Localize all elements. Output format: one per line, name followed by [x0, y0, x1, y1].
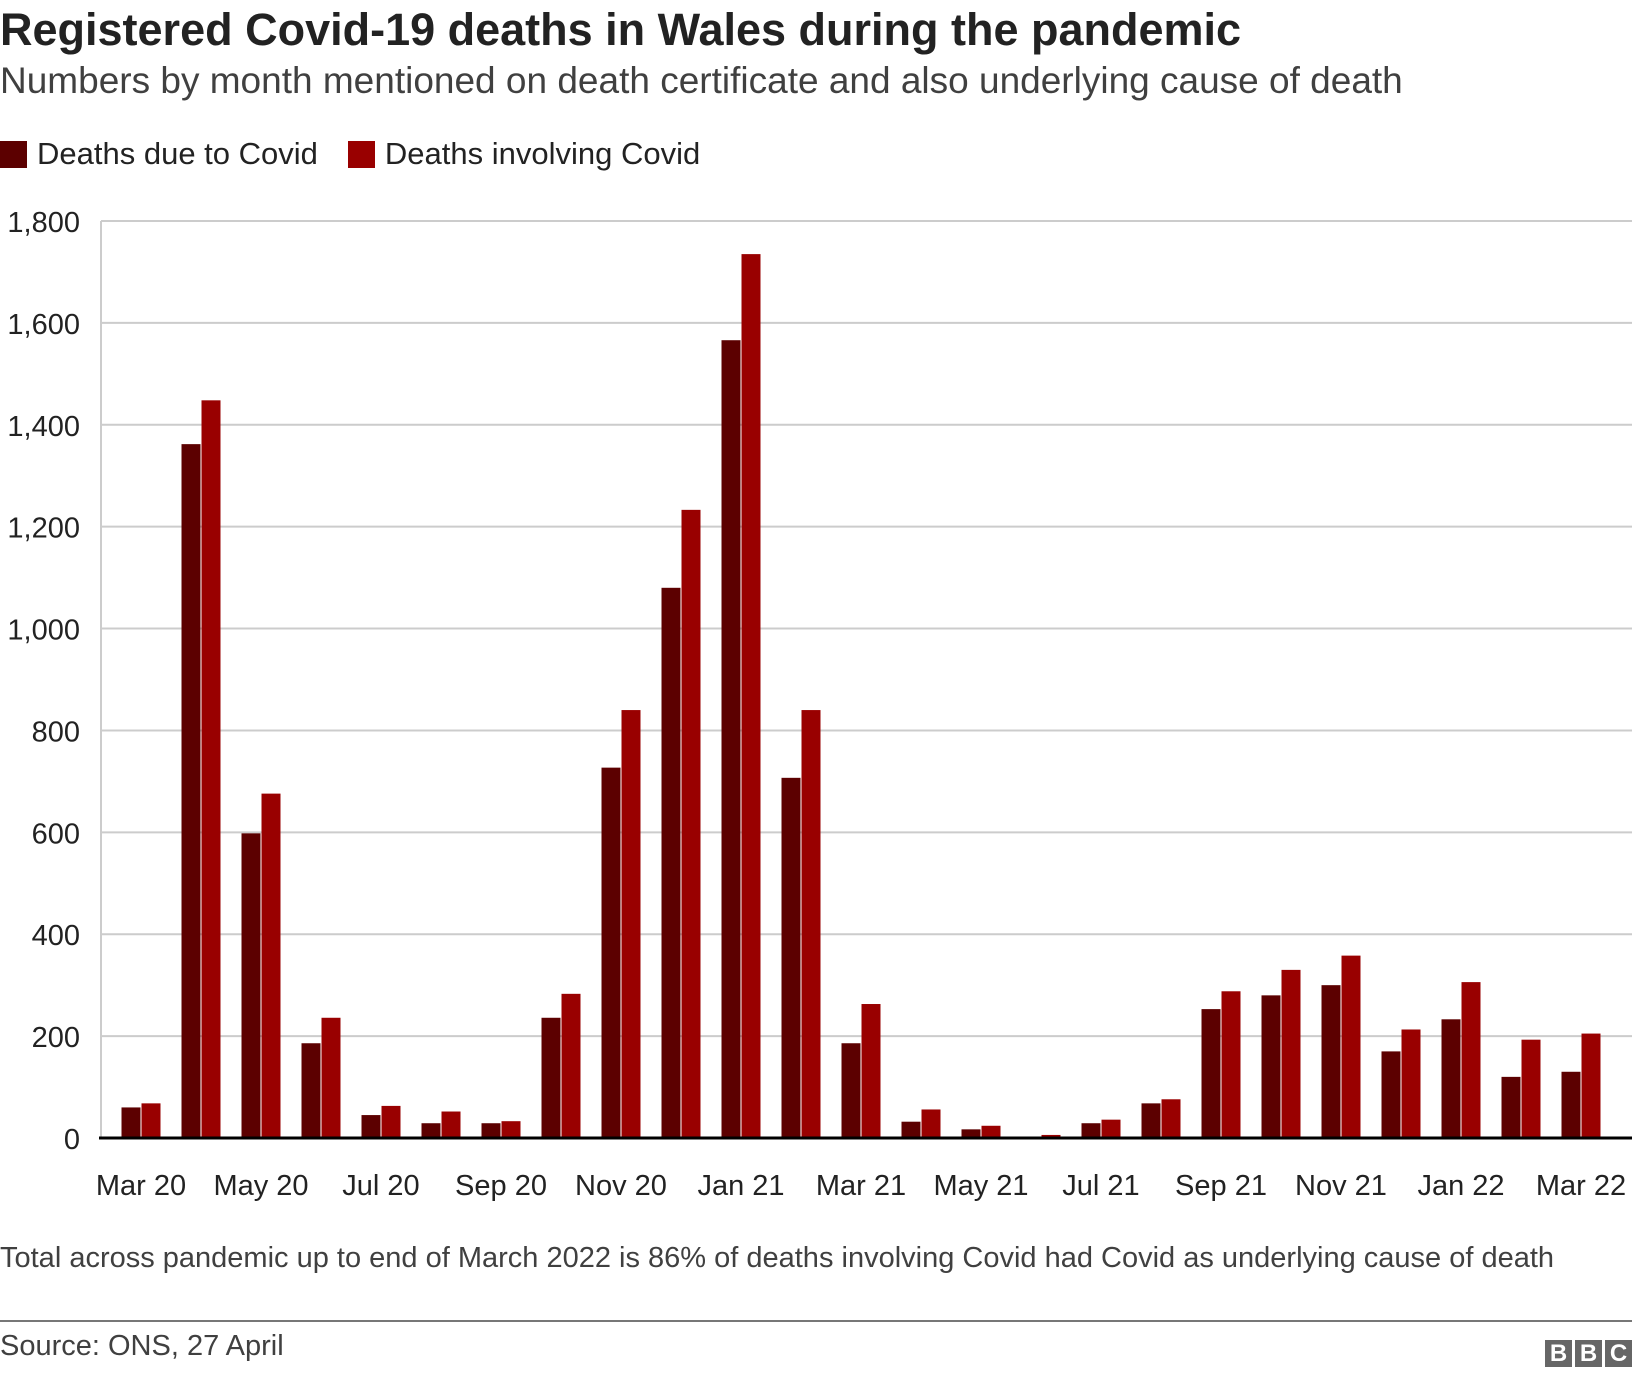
- bar-involving: [1401, 1029, 1421, 1138]
- bar-involving: [621, 710, 641, 1138]
- bar-due: [781, 777, 801, 1138]
- bar-due: [481, 1123, 501, 1138]
- bar-due: [301, 1043, 321, 1138]
- legend-swatch-involving: [347, 140, 375, 168]
- bar-involving: [921, 1109, 941, 1138]
- bar-involving: [561, 993, 581, 1138]
- bar-due: [1321, 985, 1341, 1138]
- footer-divider: [0, 1320, 1632, 1322]
- bar-due: [361, 1115, 381, 1138]
- x-tick-label: Sep 20: [455, 1170, 547, 1202]
- chart-title: Registered Covid-19 deaths in Wales duri…: [0, 4, 1242, 55]
- bar-due: [1381, 1051, 1401, 1138]
- y-tick-label: 1,000: [7, 615, 80, 647]
- bar-due: [1261, 995, 1281, 1138]
- bar-involving: [381, 1105, 401, 1138]
- bar-due: [721, 340, 741, 1139]
- bar-due: [1081, 1123, 1101, 1138]
- y-tick-label: 1,400: [7, 411, 80, 443]
- legend-label-due: Deaths due to Covid: [37, 136, 318, 171]
- bar-due: [241, 833, 261, 1138]
- bar-due: [541, 1017, 561, 1138]
- y-tick-label: 800: [32, 716, 80, 748]
- x-tick-label: Sep 21: [1175, 1170, 1267, 1202]
- bar-due: [901, 1121, 921, 1138]
- legend-label-involving: Deaths involving Covid: [384, 136, 701, 171]
- bar-due: [421, 1123, 441, 1138]
- bar-involving: [1341, 955, 1361, 1138]
- x-tick-label: May 20: [213, 1170, 308, 1202]
- footnote: Total across pandemic up to end of March…: [0, 1242, 1555, 1274]
- x-tick-label: Jul 21: [1062, 1170, 1139, 1202]
- legend-swatch-due: [0, 140, 27, 168]
- bar-due: [1441, 1019, 1461, 1138]
- bbc-logo-letter: B: [1575, 1340, 1602, 1367]
- bar-involving: [1161, 1099, 1181, 1138]
- x-tick-label: Mar 22: [1536, 1170, 1626, 1202]
- bar-due: [601, 767, 621, 1138]
- bbc-logo-letter: B: [1545, 1340, 1572, 1367]
- y-tick-label: 1,600: [7, 309, 80, 341]
- x-tick-label: May 21: [933, 1170, 1028, 1202]
- bar-involving: [1581, 1033, 1601, 1138]
- bar-due: [121, 1107, 141, 1138]
- bar-involving: [681, 509, 701, 1139]
- bar-involving: [501, 1121, 521, 1138]
- x-tick-label: Jan 21: [697, 1170, 784, 1202]
- x-tick-label: Jul 20: [342, 1170, 419, 1202]
- bar-due: [1501, 1076, 1521, 1138]
- bar-involving: [1221, 991, 1241, 1138]
- bar-involving: [1461, 982, 1481, 1138]
- bar-involving: [261, 793, 281, 1138]
- y-tick-label: 200: [32, 1022, 80, 1054]
- y-tick-label: 1,800: [7, 207, 80, 239]
- bar-due: [1201, 1009, 1221, 1138]
- bar-involving: [1281, 969, 1301, 1138]
- bar-involving: [201, 400, 221, 1138]
- bar-due: [1141, 1103, 1161, 1138]
- bar-involving: [321, 1017, 341, 1138]
- bar-due: [181, 444, 201, 1138]
- bar-due: [661, 587, 681, 1138]
- y-tick-label: 400: [32, 920, 80, 952]
- bar-chart: 0 200 400 600 800 1,000 1,200 1,400 1,600 1,800 Ma…: [7, 207, 1632, 1202]
- x-tick-label: Mar 20: [96, 1170, 186, 1202]
- bbc-logo: B B C: [1545, 1340, 1632, 1367]
- bar-involving: [1521, 1039, 1541, 1138]
- bbc-logo-letter: C: [1605, 1340, 1632, 1367]
- chart-subtitle: Numbers by month mentioned on death cert…: [0, 60, 1403, 101]
- bar-involving: [741, 254, 761, 1138]
- x-tick-label: Mar 21: [816, 1170, 906, 1202]
- bar-due: [961, 1129, 981, 1138]
- bar-involving: [441, 1111, 461, 1138]
- legend: Deaths due to Covid Deaths involving Cov…: [0, 136, 700, 172]
- bar-involving: [1041, 1134, 1061, 1138]
- x-tick-label: Nov 20: [575, 1170, 667, 1202]
- bar-involving: [1101, 1119, 1121, 1138]
- bar-due: [841, 1043, 861, 1138]
- source-text: Source: ONS, 27 April: [0, 1330, 284, 1362]
- legend-item-involving: Deaths involving Covid: [347, 136, 701, 172]
- y-tick-label: 600: [32, 818, 80, 850]
- bar-involving: [861, 1004, 881, 1138]
- x-tick-label: Jan 22: [1417, 1170, 1504, 1202]
- x-tick-label: Nov 21: [1295, 1170, 1387, 1202]
- bar-involving: [801, 710, 821, 1138]
- y-tick-label: 1,200: [7, 513, 80, 545]
- bar-due: [1561, 1071, 1581, 1138]
- legend-item-due: Deaths due to Covid: [0, 136, 318, 172]
- bar-involving: [981, 1125, 1001, 1138]
- y-tick-label: 0: [64, 1124, 80, 1156]
- bar-involving: [141, 1103, 161, 1138]
